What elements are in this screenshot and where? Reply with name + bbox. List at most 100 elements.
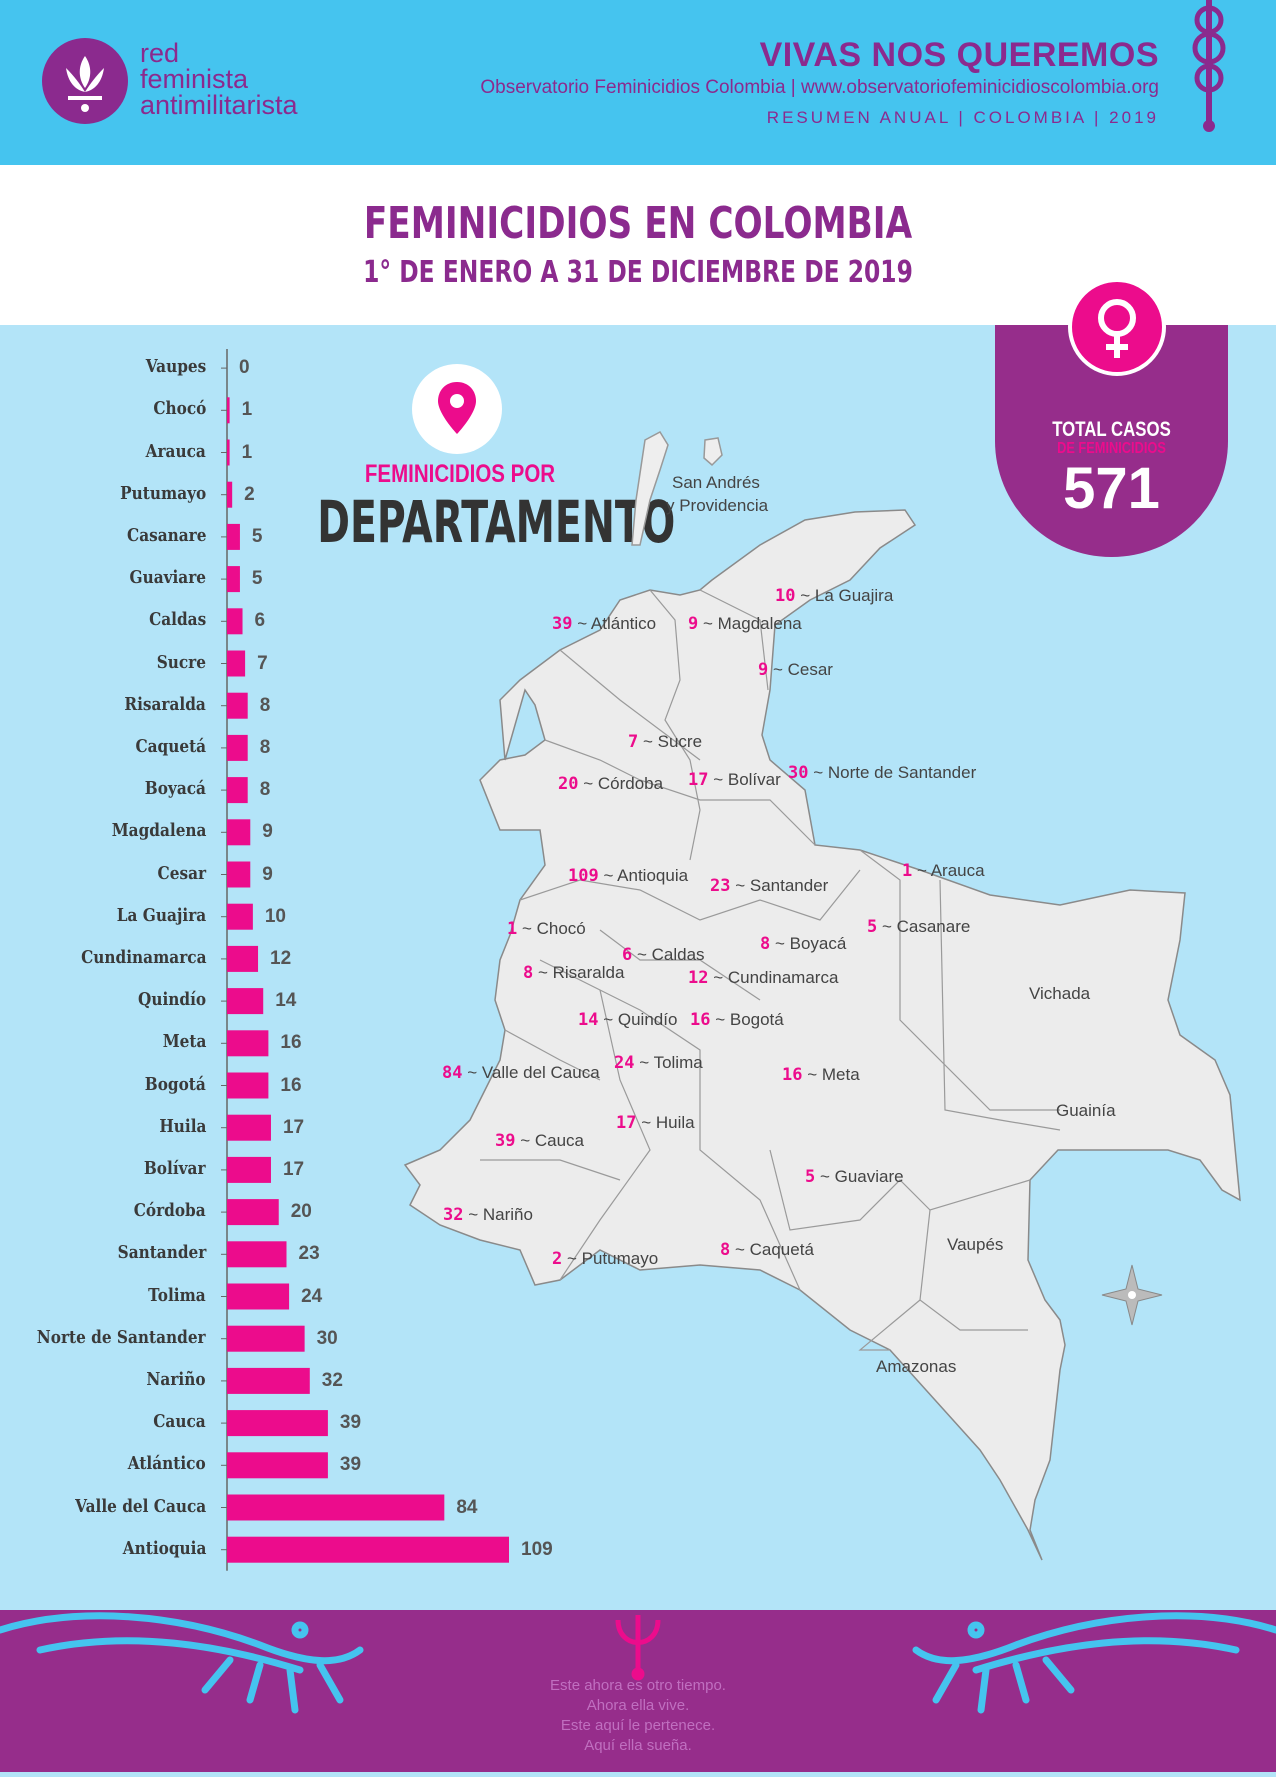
category-label: Boyacá bbox=[144, 778, 206, 800]
value-label: 84 bbox=[456, 1496, 478, 1518]
map-plain-label: Vaupés bbox=[947, 1235, 1004, 1254]
map-label: 9 ~ Cesar bbox=[758, 660, 833, 680]
category-label: Córdoba bbox=[134, 1200, 206, 1222]
value-label: 2 bbox=[244, 483, 255, 505]
value-label: 1 bbox=[241, 441, 253, 463]
female-symbol-icon bbox=[1068, 278, 1166, 376]
category-label: Cundinamarca bbox=[80, 946, 206, 968]
map-label: 10 ~ La Guajira bbox=[775, 586, 894, 606]
total-label-2: DE FEMINICIDIOS bbox=[1057, 440, 1166, 457]
value-label: 5 bbox=[251, 525, 263, 547]
page-subtitle: 1° DE ENERO A 31 DE DICIEMBRE DE 2019 bbox=[363, 255, 913, 290]
category-label: Bolívar bbox=[144, 1157, 206, 1179]
map-label: 8 ~ Caquetá bbox=[720, 1240, 814, 1260]
org-line-2: feminista bbox=[140, 64, 249, 94]
value-label: 24 bbox=[301, 1285, 323, 1307]
page-title: FEMINICIDIOS EN COLOMBIA bbox=[363, 198, 913, 249]
category-label: Caquetá bbox=[135, 735, 206, 757]
value-label: 32 bbox=[321, 1369, 343, 1391]
map-label: 23 ~ Santander bbox=[710, 876, 829, 896]
value-label: 39 bbox=[339, 1412, 362, 1434]
value-label: 16 bbox=[280, 1074, 302, 1096]
observatory-line: Observatorio Feminicidios Colombia | www… bbox=[480, 77, 1159, 98]
footer-poem: Este ahora es otro tiempo. Ahora ella vi… bbox=[0, 1676, 1276, 1756]
category-label: Atlántico bbox=[128, 1453, 206, 1475]
category-label: Arauca bbox=[145, 440, 206, 462]
summary-line: RESUMEN ANUAL | COLOMBIA | 2019 bbox=[766, 108, 1159, 127]
category-label: Tolima bbox=[148, 1284, 206, 1306]
map-label: 84 ~ Valle del Cauca bbox=[442, 1063, 600, 1083]
category-label: Guaviare bbox=[129, 567, 206, 589]
value-label: 5 bbox=[251, 568, 263, 590]
category-label: Vaupes bbox=[145, 356, 206, 378]
category-label: Bogotá bbox=[144, 1073, 206, 1095]
map-label: 17 ~ Bolívar bbox=[688, 770, 781, 790]
map-label: 8 ~ Risaralda bbox=[523, 963, 625, 983]
category-label: Magdalena bbox=[111, 820, 206, 842]
map-plain-label: y Providencia bbox=[666, 496, 769, 515]
value-label: 8 bbox=[259, 779, 271, 801]
value-label: 9 bbox=[262, 863, 273, 885]
total-label: TOTAL CASOS bbox=[1052, 418, 1171, 441]
category-label: Valle del Cauca bbox=[74, 1495, 206, 1517]
footer-band bbox=[0, 1610, 1276, 1772]
value-label: 109 bbox=[521, 1538, 553, 1560]
map-plain-label: San Andrés bbox=[672, 473, 760, 492]
category-label: Huila bbox=[158, 1115, 206, 1137]
ornament-icon bbox=[1192, 0, 1226, 132]
map-label: 32 ~ Nariño bbox=[443, 1205, 533, 1225]
map-label: 2 ~ Putumayo bbox=[552, 1249, 659, 1269]
category-label: Norte de Santander bbox=[37, 1326, 206, 1348]
map-label: 24 ~ Tolima bbox=[614, 1053, 703, 1073]
value-label: 8 bbox=[259, 736, 271, 758]
map-label: 39 ~ Cauca bbox=[495, 1131, 584, 1151]
value-label: 1 bbox=[241, 399, 253, 421]
category-label: Putumayo bbox=[119, 482, 206, 504]
footer-ornament-icon bbox=[0, 1612, 1276, 1714]
providencia-island bbox=[703, 437, 723, 467]
org-line-3: antimilitarista bbox=[140, 90, 298, 120]
value-label: 9 bbox=[262, 821, 273, 843]
map-plain-label: Vichada bbox=[1029, 984, 1091, 1003]
compass-icon bbox=[1101, 1264, 1163, 1326]
category-label: Antioquia bbox=[122, 1537, 206, 1559]
category-label: Casanare bbox=[126, 524, 206, 546]
value-label: 14 bbox=[275, 990, 297, 1012]
value-label: 23 bbox=[298, 1243, 320, 1265]
map-label: 1 ~ Arauca bbox=[902, 861, 985, 881]
map-label: 20 ~ Córdoba bbox=[558, 774, 664, 794]
category-label: Cauca bbox=[153, 1411, 206, 1433]
map-label: 6 ~ Caldas bbox=[622, 945, 705, 965]
value-label: 30 bbox=[316, 1327, 338, 1349]
poem-line: Este ahora es otro tiempo. bbox=[550, 1677, 726, 1694]
org-name: red feminista antimilitarista bbox=[140, 40, 298, 120]
poem-line: Aquí ella sueña. bbox=[584, 1737, 692, 1754]
value-label: 17 bbox=[282, 1158, 305, 1180]
map-label: 16 ~ Meta bbox=[782, 1065, 860, 1085]
value-label: 7 bbox=[257, 652, 268, 674]
map-label: 30 ~ Norte de Santander bbox=[788, 763, 977, 783]
map-label: 17 ~ Huila bbox=[616, 1113, 695, 1133]
campaign-title: VIVAS NOS QUEREMOS bbox=[759, 36, 1159, 74]
map-label: 39 ~ Atlántico bbox=[552, 614, 657, 634]
value-label: 17 bbox=[282, 1116, 305, 1138]
poem-line: Ahora ella vive. bbox=[586, 1697, 690, 1714]
category-label: Risaralda bbox=[124, 693, 206, 715]
category-label: Cesar bbox=[157, 862, 206, 884]
category-label: Santander bbox=[117, 1242, 206, 1264]
category-label: Chocó bbox=[152, 398, 206, 420]
map-label: 12 ~ Cundinamarca bbox=[688, 968, 839, 988]
san-andres-island bbox=[631, 431, 669, 546]
logo-lotus-icon bbox=[42, 38, 128, 124]
map-plain-label: Guainía bbox=[1056, 1101, 1116, 1120]
map-label: 1 ~ Chocó bbox=[507, 919, 586, 939]
map-label: 5 ~ Guaviare bbox=[805, 1167, 904, 1187]
map-label: 7 ~ Sucre bbox=[628, 732, 703, 752]
value-label: 16 bbox=[280, 1032, 302, 1054]
category-label: Sucre bbox=[156, 651, 206, 673]
title-band bbox=[0, 165, 1276, 325]
value-label: 39 bbox=[339, 1454, 362, 1476]
map-plain-label: Amazonas bbox=[876, 1357, 957, 1376]
map-label: 9 ~ Magdalena bbox=[688, 614, 802, 634]
